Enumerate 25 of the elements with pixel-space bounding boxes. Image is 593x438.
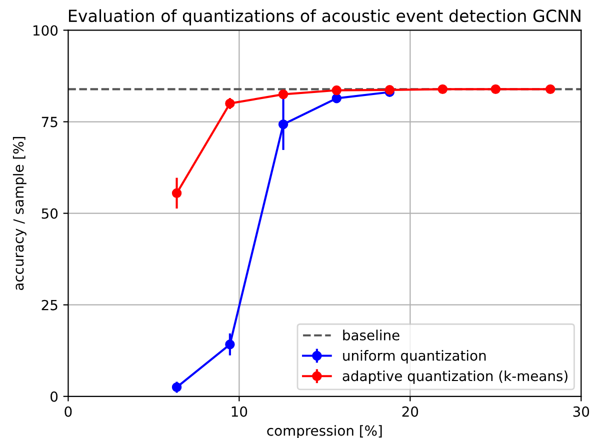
point xyxy=(490,84,501,94)
y-tick-label: 100 xyxy=(33,25,58,36)
y-axis-title: accuracy / sample [%] xyxy=(12,136,26,290)
point xyxy=(278,89,288,100)
y-tick-label: 0 xyxy=(50,391,58,402)
point xyxy=(546,84,556,94)
legend-label: baseline xyxy=(343,330,400,340)
point xyxy=(332,85,342,96)
x-tick-label: 10 xyxy=(232,406,248,417)
x-tick-label: 0 xyxy=(64,406,72,417)
x-tick-label: 30 xyxy=(573,406,590,417)
x-tick-label: 20 xyxy=(402,406,418,417)
point xyxy=(172,382,182,392)
point xyxy=(225,98,235,108)
y-tick-label: 50 xyxy=(42,208,58,219)
point xyxy=(332,93,342,104)
point xyxy=(278,119,288,130)
legend-label: uniform quantization xyxy=(343,350,486,364)
y-tick-label: 25 xyxy=(42,300,58,310)
chart-title: Evaluation of quantizations of acoustic event detection GCNN xyxy=(68,9,580,26)
point xyxy=(225,340,235,350)
y-tick-label: 75 xyxy=(42,116,58,128)
point xyxy=(172,188,182,198)
legend-label: adaptive quantization (k-means) xyxy=(342,370,568,384)
point xyxy=(438,84,448,94)
